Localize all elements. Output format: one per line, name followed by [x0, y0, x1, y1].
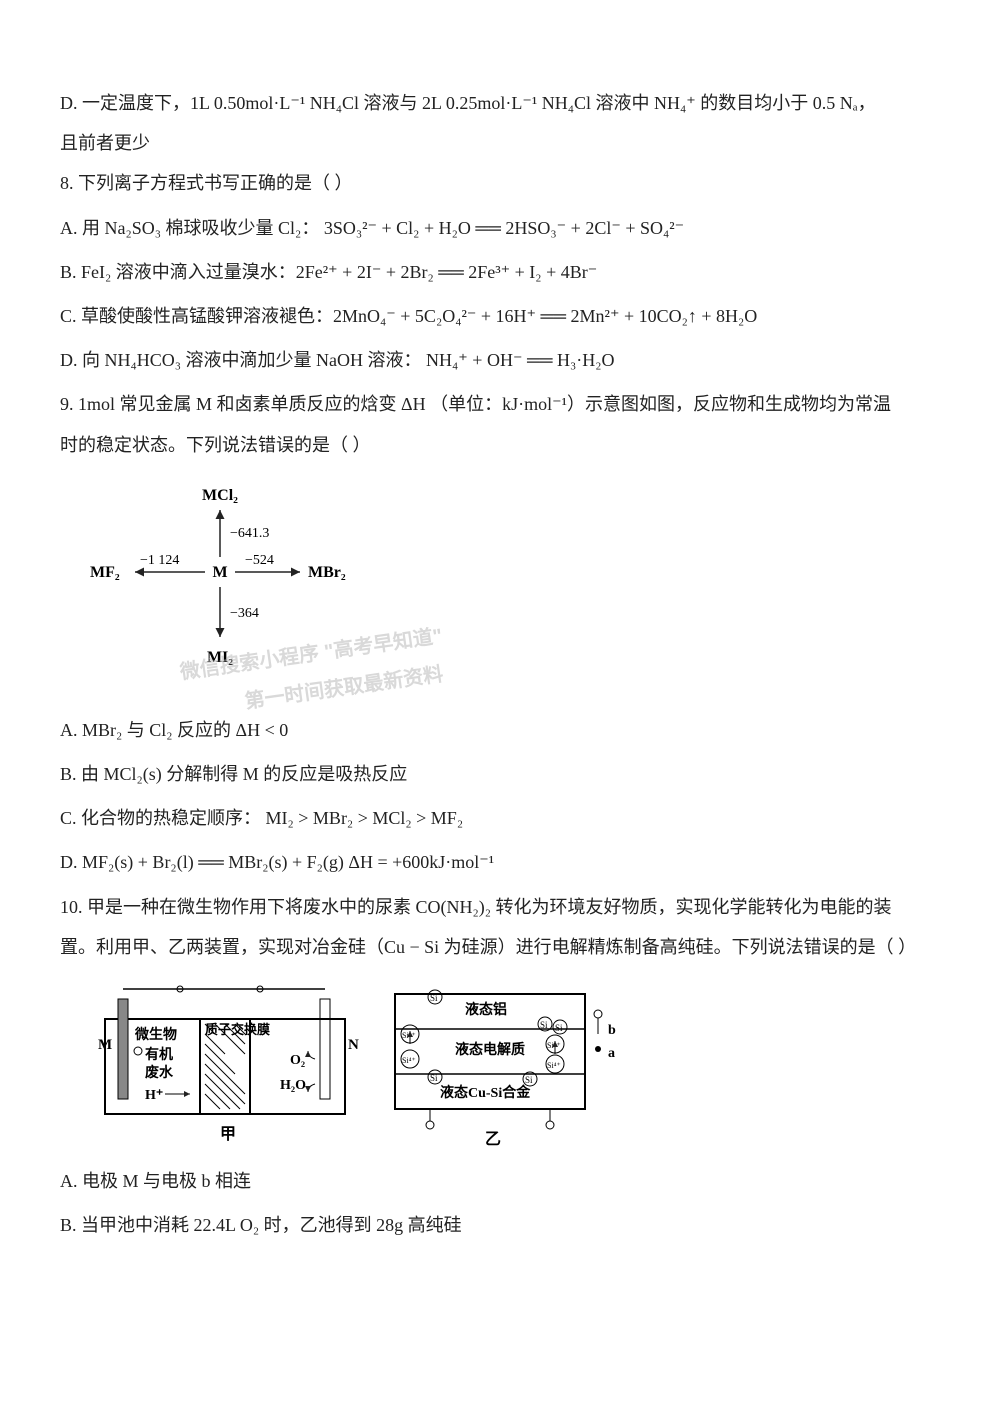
- svg-text:N: N: [348, 1037, 359, 1053]
- q10-option-b: B. 当甲池中消耗 22.4L O₂ 时，乙池得到 28g 高纯硅: [60, 1208, 932, 1242]
- svg-text:−364: −364: [230, 606, 259, 621]
- svg-text:MF₂: MF₂: [90, 564, 120, 581]
- svg-text:Si: Si: [555, 1023, 563, 1033]
- q8-option-a: A. 用 Na₂SO₃ 棉球吸收少量 Cl₂： 3SO₃²⁻ + Cl₂ + H…: [60, 211, 932, 245]
- svg-text:−524: −524: [245, 553, 274, 568]
- svg-text:H⁺: H⁺: [145, 1088, 163, 1103]
- svg-text:液态Cu-Si合金: 液态Cu-Si合金: [440, 1084, 531, 1101]
- svg-text:质子交换膜: 质子交换膜: [205, 1022, 270, 1037]
- svg-text:M: M: [98, 1037, 112, 1053]
- svg-text:Si⁴⁺: Si⁴⁺: [547, 1061, 561, 1070]
- svg-text:b: b: [608, 1023, 616, 1038]
- svg-text:Si⁴⁺: Si⁴⁺: [402, 1056, 416, 1065]
- question-10-line1: 10. 甲是一种在微生物作用下将废水中的尿素 CO(NH₂)₂ 转化为环境友好物…: [60, 890, 932, 924]
- svg-text:O₂: O₂: [290, 1053, 305, 1068]
- question-9-line2: 时的稳定状态。下列说法错误的是（ ）: [60, 428, 932, 462]
- enthalpy-svg: MCl₂ −641.3 MF₂ −1 124 M −524 MBr₂ −364 …: [80, 482, 360, 682]
- svg-text:废水: 废水: [145, 1064, 174, 1081]
- svg-text:甲: 甲: [220, 1125, 236, 1143]
- svg-text:MCl₂: MCl₂: [202, 487, 238, 504]
- q9-option-a: A. MBr₂ 与 Cl₂ 反应的 ΔH < 0: [60, 713, 932, 747]
- svg-text:Si: Si: [540, 1020, 548, 1030]
- svg-text:液态铝: 液态铝: [465, 1001, 507, 1018]
- option-d-line2: 且前者更少: [60, 126, 932, 160]
- svg-text:乙: 乙: [485, 1131, 501, 1148]
- q9-option-d: D. MF₂(s) + Br₂(l) ══ MBr₂(s) + F₂(g) ΔH…: [60, 845, 932, 879]
- svg-text:−641.3: −641.3: [230, 526, 269, 541]
- svg-text:−1 124: −1 124: [140, 553, 179, 568]
- svg-text:MBr₂: MBr₂: [308, 564, 346, 581]
- question-10-line2: 置。利用甲、乙两装置，实现对冶金硅（Cu − Si 为硅源）进行电解精炼制备高纯…: [60, 930, 932, 964]
- question-9-line1: 9. 1mol 常见金属 M 和卤素单质反应的焓变 ΔH （单位：kJ·mol⁻…: [60, 387, 932, 421]
- electrochemistry-diagrams: M 微生物 有机 废水 H⁺ 质子交换膜 N O₂ H₂O 甲 液态铝 液态电解…: [90, 979, 932, 1149]
- q8-option-d: D. 向 NH₄HCO₃ 溶液中滴加少量 NaOH 溶液： NH₄⁺ + OH⁻…: [60, 343, 932, 377]
- diagram-jia: M 微生物 有机 废水 H⁺ 质子交换膜 N O₂ H₂O 甲: [90, 979, 360, 1149]
- svg-text:Si: Si: [430, 993, 438, 1003]
- q8-option-b: B. FeI₂ 溶液中滴入过量溴水：2Fe²⁺ + 2I⁻ + 2Br₂ ══ …: [60, 255, 932, 289]
- svg-text:Si⁴⁺: Si⁴⁺: [547, 1041, 561, 1050]
- diagram-yi: 液态铝 液态电解质 液态Cu-Si合金 Si Si Si Si⁴⁺ Si⁴⁺ S…: [380, 979, 640, 1149]
- svg-text:Si⁴⁺: Si⁴⁺: [402, 1031, 416, 1040]
- question-8: 8. 下列离子方程式书写正确的是（ ）: [60, 166, 932, 200]
- q10-option-a: A. 电极 M 与电极 b 相连: [60, 1164, 932, 1198]
- svg-text:有机: 有机: [145, 1046, 173, 1063]
- svg-text:H₂O: H₂O: [280, 1078, 306, 1093]
- svg-text:Si: Si: [430, 1073, 438, 1083]
- q8-option-c: C. 草酸使酸性高锰酸钾溶液褪色：2MnO₄⁻ + 5C₂O₄²⁻ + 16H⁺…: [60, 299, 932, 333]
- page-content: D. 一定温度下，1L 0.50mol·L⁻¹ NH₄Cl 溶液与 2L 0.2…: [0, 0, 992, 1312]
- svg-text:M: M: [212, 564, 227, 581]
- q9-option-b: B. 由 MCl₂(s) 分解制得 M 的反应是吸热反应: [60, 757, 932, 791]
- q9-option-c: C. 化合物的热稳定顺序： MI₂ > MBr₂ > MCl₂ > MF₂: [60, 801, 932, 835]
- svg-text:Si: Si: [525, 1075, 533, 1085]
- svg-text:a: a: [608, 1046, 615, 1061]
- svg-text:液态电解质: 液态电解质: [455, 1041, 525, 1058]
- svg-text:微生物: 微生物: [134, 1026, 177, 1043]
- option-d-line1: D. 一定温度下，1L 0.50mol·L⁻¹ NH₄Cl 溶液与 2L 0.2…: [60, 86, 932, 120]
- svg-text:MI₂: MI₂: [207, 649, 233, 666]
- enthalpy-diagram: MCl₂ −641.3 MF₂ −1 124 M −524 MBr₂ −364 …: [80, 482, 360, 693]
